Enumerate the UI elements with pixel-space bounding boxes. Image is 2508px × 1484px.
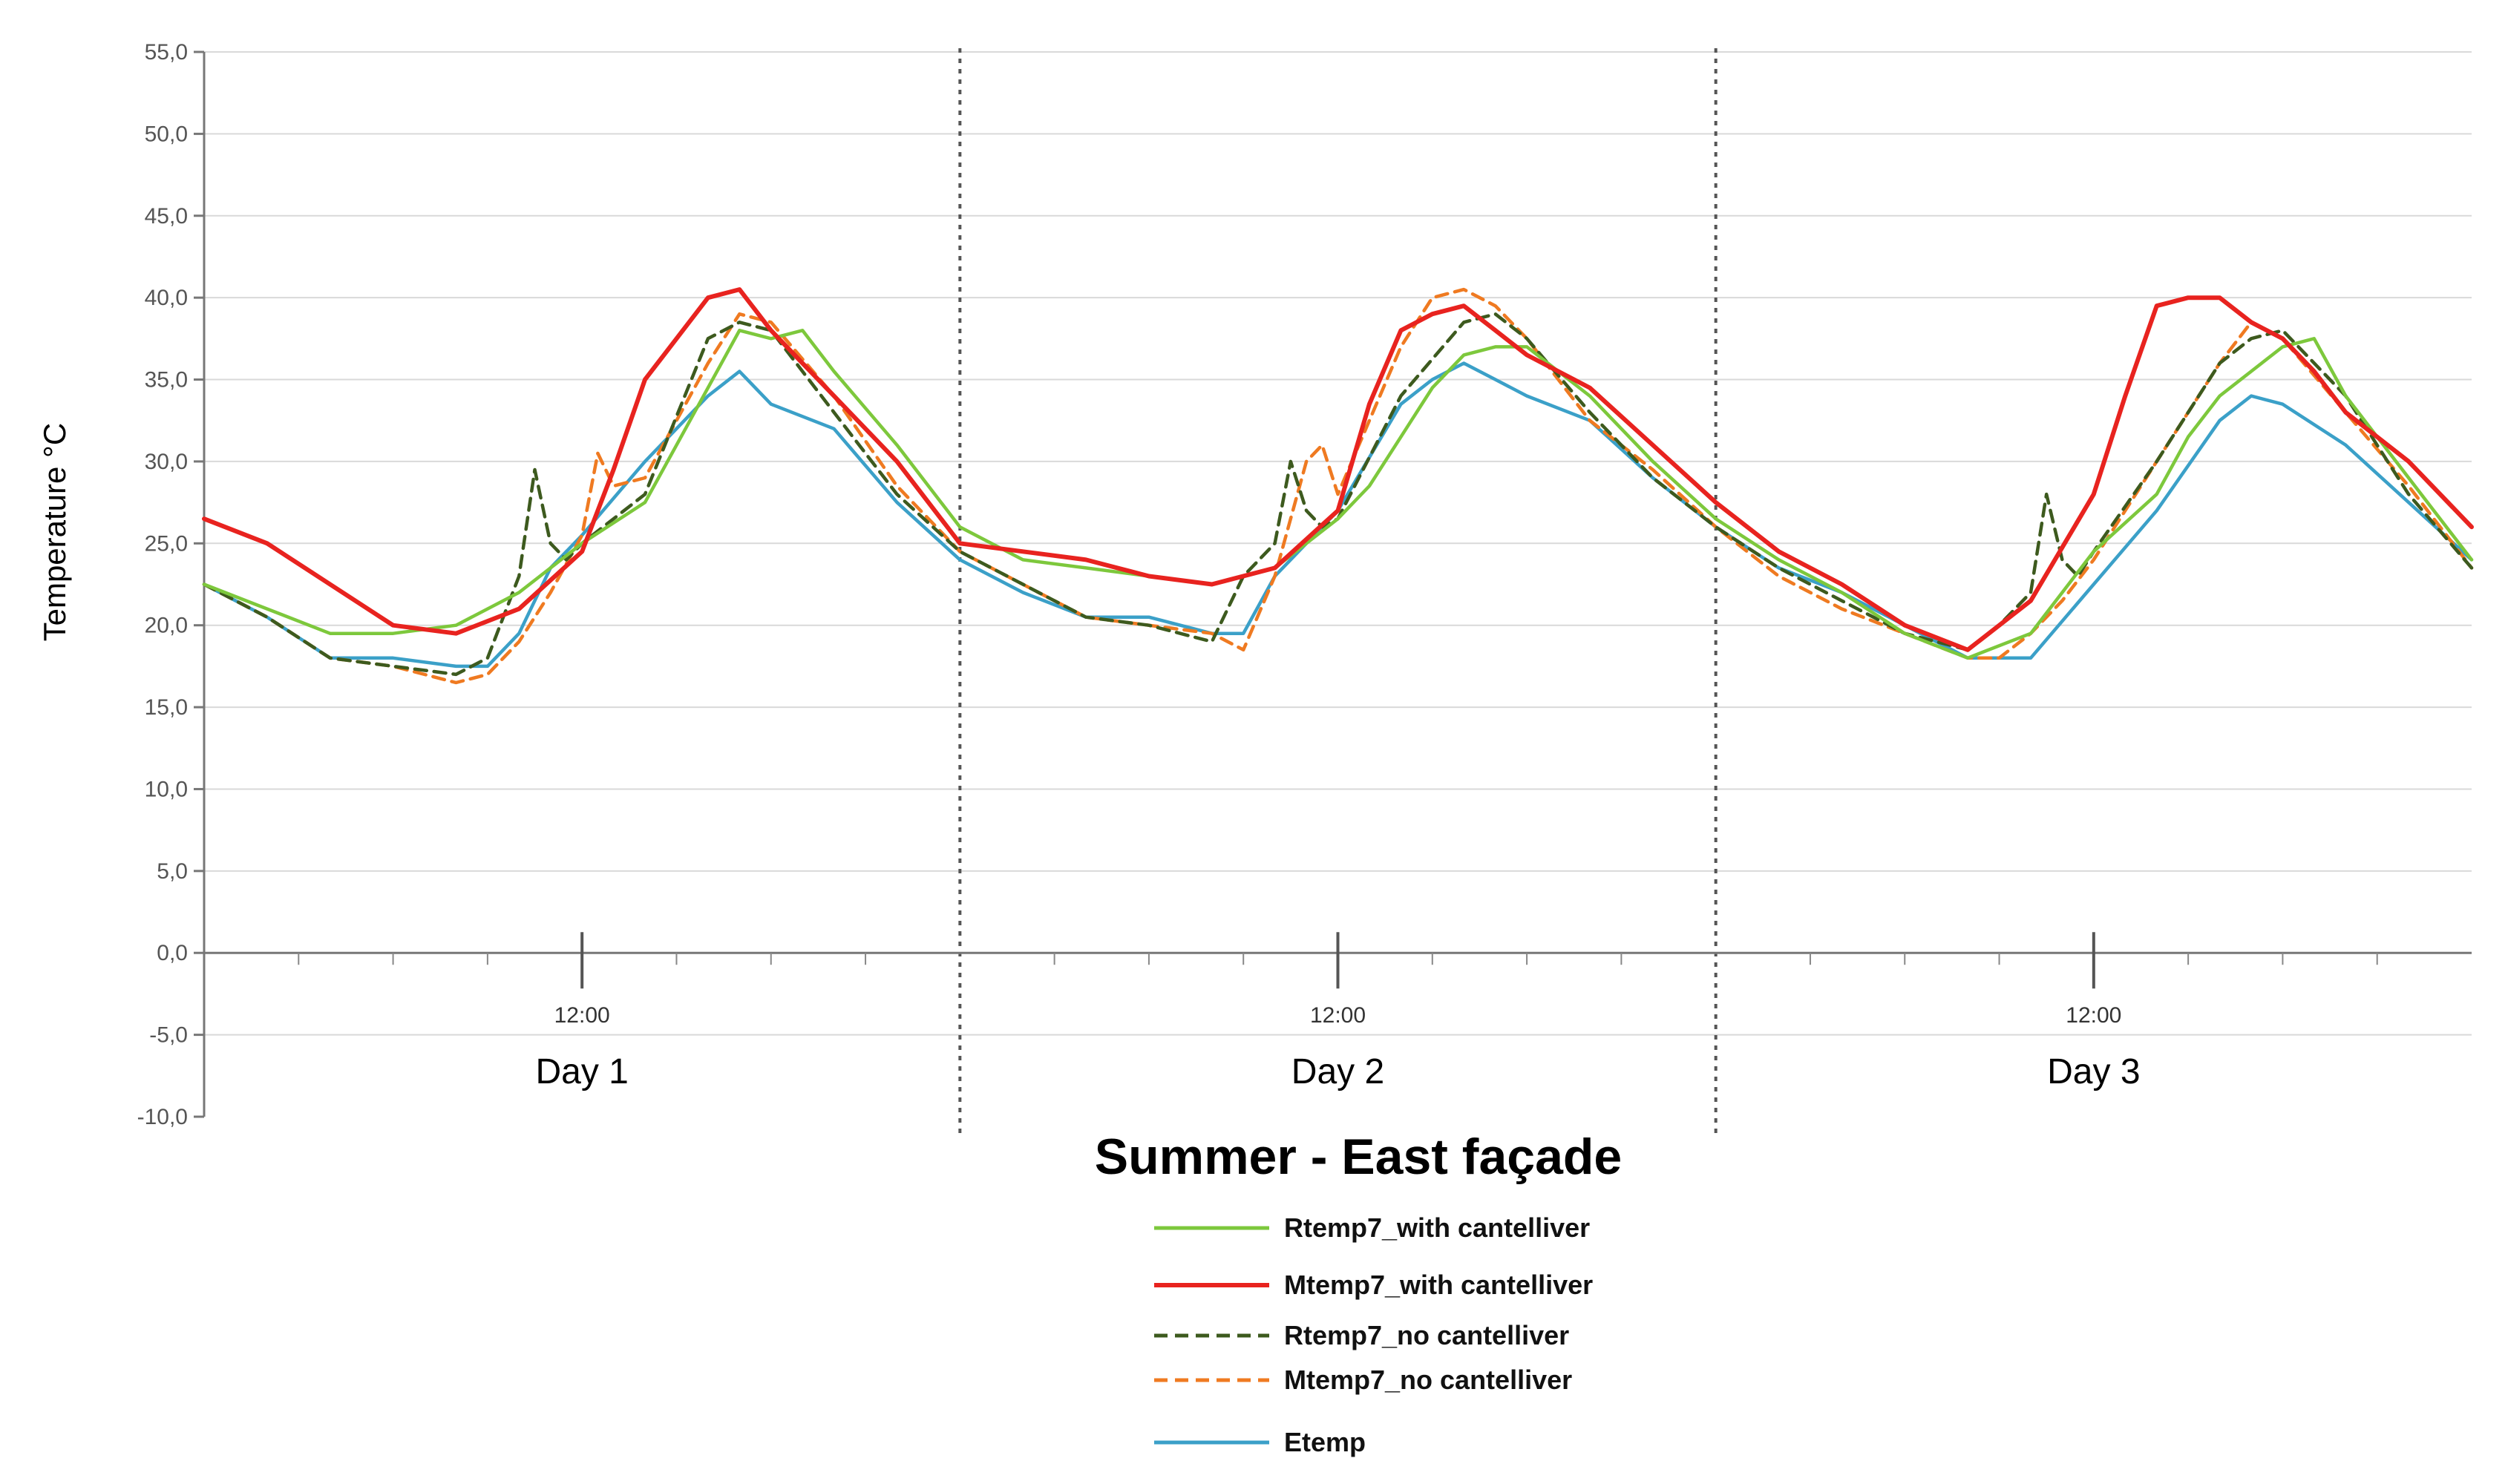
day-separators	[958, 48, 1718, 1135]
y-axis-title: Temperature °C	[37, 423, 72, 642]
legend-label: Etemp	[1284, 1427, 1366, 1457]
y-tick-label: 10,0	[145, 777, 188, 801]
y-tick-label: 55,0	[145, 40, 188, 65]
y-tick-label: 0,0	[157, 941, 188, 965]
series-line-rtemp7-no-cantelliver	[202, 312, 2474, 677]
series-points	[204, 289, 2472, 683]
y-tick-label: 15,0	[145, 695, 188, 720]
y-tick-label: -10,0	[137, 1105, 188, 1129]
legend-label: Mtemp7_no cantelliver	[1284, 1365, 1572, 1395]
y-tick-label: 5,0	[157, 859, 188, 884]
labels: 12:00 Day 1 12:00 Day 2 12:00 Day 3 Temperatur…	[37, 423, 2141, 1185]
y-tick-label: 45,0	[145, 204, 188, 229]
grid-layer	[204, 51, 2472, 1036]
y-tick-label: 25,0	[145, 531, 188, 556]
chart-title: Summer - East façade	[1095, 1129, 1623, 1185]
day-label: Day 1	[535, 1052, 628, 1091]
legend-label: Mtemp7_with cantelliver	[1284, 1270, 1593, 1300]
time-label: 12:00	[554, 1003, 610, 1028]
legend-label: Rtemp7_with cantelliver	[1284, 1212, 1590, 1243]
time-label: 12:00	[2066, 1003, 2121, 1028]
y-tick-label: 35,0	[145, 368, 188, 393]
day-label: Day 3	[2047, 1052, 2140, 1091]
legend-label: Rtemp7_no cantelliver	[1284, 1320, 1569, 1350]
day-label: Day 2	[1291, 1052, 1384, 1091]
series-line-mtemp7-no-cantelliver	[202, 287, 2474, 685]
legend: Rtemp7_with cantelliver Mtemp7_with cante…	[1154, 1212, 1593, 1457]
y-tick-label: 30,0	[145, 450, 188, 474]
time-label: 12:00	[1310, 1003, 1366, 1028]
series-line-mtemp7-with-cantelliver	[202, 287, 2474, 652]
y-tick-label: 50,0	[145, 122, 188, 146]
series-layer	[202, 287, 2474, 685]
series-line-rtemp7-with-cantelliver	[202, 329, 2474, 660]
axes: 55,0 50,0 45,0 40,0 35,0 30,0 25,0 20,0 15,0 10,0…	[137, 40, 2472, 1129]
series-points	[204, 289, 2472, 650]
y-tick-label: 20,0	[145, 614, 188, 638]
y-tick-label: 40,0	[145, 286, 188, 310]
y-tick-label: -5,0	[149, 1023, 188, 1048]
